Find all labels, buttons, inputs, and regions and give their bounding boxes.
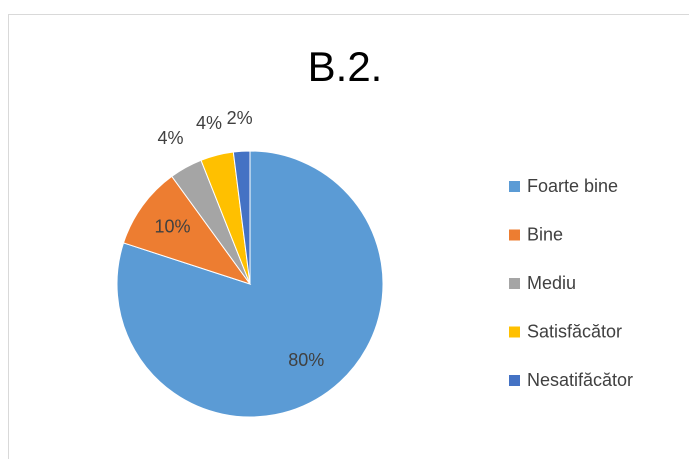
chart-title: B.2. <box>308 43 383 90</box>
legend-label: Nesatifăcător <box>527 370 633 390</box>
pie-slice <box>122 175 252 285</box>
legend-label: Foarte bine <box>527 176 618 196</box>
legend-label: Mediu <box>527 273 576 293</box>
legend-swatch <box>509 229 520 241</box>
legend-swatch <box>509 181 520 192</box>
legend-swatch <box>509 278 520 289</box>
data-label: 4% <box>158 128 184 148</box>
pie-slice <box>232 150 251 285</box>
legend-swatch <box>509 375 520 386</box>
legend-label: Bine <box>527 224 563 244</box>
data-label: 4% <box>196 113 222 133</box>
data-label: 2% <box>227 108 253 128</box>
legend-swatch <box>509 326 520 338</box>
data-label: 10% <box>155 216 191 236</box>
data-label: 80% <box>288 350 324 370</box>
legend-label: Satisfăcător <box>527 321 622 341</box>
